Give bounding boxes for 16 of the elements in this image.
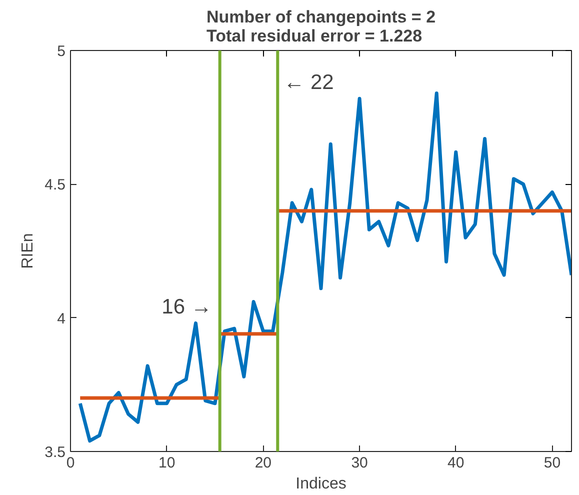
x-tick-label: 0 (66, 454, 75, 472)
y-tick-label: 5 (57, 43, 66, 60)
y-tick-label: 4 (57, 310, 66, 328)
x-tick-label: 30 (351, 454, 368, 472)
chart-title: Number of changepoints = 2 Total residual error = 1.228 (206, 8, 436, 46)
annotation: ← 22 (284, 71, 334, 94)
y-axis-title: RIEn (20, 233, 37, 269)
x-tick-label: 50 (544, 454, 561, 472)
y-tick-label: 3.5 (44, 444, 66, 461)
x-tick-label: 20 (254, 454, 272, 472)
y-tick-label: 4.5 (44, 176, 66, 194)
x-axis-title: Indices (296, 476, 346, 492)
x-tick-label: 40 (448, 454, 464, 472)
x-tick-label: 10 (158, 454, 176, 472)
line-series (78, 92, 572, 443)
annotation: 16 → (162, 296, 212, 319)
